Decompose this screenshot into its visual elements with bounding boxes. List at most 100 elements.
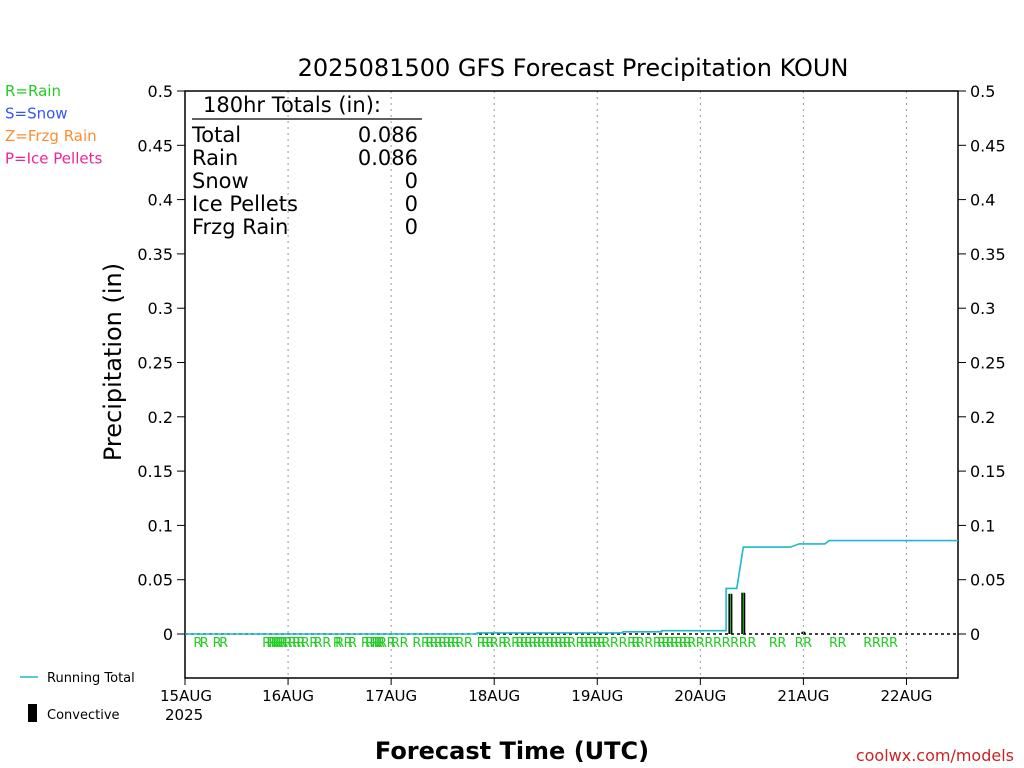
precip-type-marker: R <box>515 636 524 651</box>
totals-label: Total <box>191 123 241 147</box>
y-tick-label-right: 0.35 <box>970 245 1006 264</box>
precip-type-legend: R=Rain S=Snow Z=Frzg Rain P=Ice Pellets <box>5 82 102 168</box>
totals-value: 0 <box>405 215 418 239</box>
precip-type-marker: R <box>546 636 555 651</box>
precip-type-marker: R <box>619 636 628 651</box>
precip-type-marker: R <box>554 636 563 651</box>
y-tick-label-right: 0.2 <box>970 408 995 427</box>
precip-type-marker: R <box>213 636 222 651</box>
precip-type-marker: R <box>597 636 606 651</box>
totals-value: 0 <box>405 169 418 193</box>
precip-type-marker: R <box>657 636 666 651</box>
totals-value: 0.086 <box>358 123 418 147</box>
x-tick-year: 2025 <box>165 706 203 724</box>
precip-type-marker: R <box>627 636 636 651</box>
precip-type-marker: R <box>421 636 430 651</box>
precip-type-marker: R <box>284 636 293 651</box>
y-tick-label-right: 0.45 <box>970 136 1006 155</box>
totals-label: Ice Pellets <box>192 192 298 216</box>
precip-type-marker: R <box>279 636 288 651</box>
precip-type-marker: R <box>644 636 653 651</box>
series-legend: Running Total Convective <box>20 671 135 723</box>
grid-lines <box>185 91 958 678</box>
y-tick-label-left: 0.05 <box>137 571 173 590</box>
precip-type-marker: R <box>335 636 344 651</box>
x-tick-label: 18AUG <box>468 687 520 705</box>
totals-box: 180hr Totals (in): Total 0.086 Rain 0.086 Sno… <box>191 93 422 239</box>
precip-type-marker: R <box>661 636 670 651</box>
precip-type-marker: R <box>653 636 662 651</box>
precip-type-marker: R <box>314 636 323 651</box>
x-tick-label: 16AUG <box>262 687 314 705</box>
y-tick-label-left: 0.5 <box>148 82 173 101</box>
legend-label: Convective <box>47 708 120 723</box>
precip-type-marker: R <box>593 636 602 651</box>
precip-type-marker: R <box>747 636 756 651</box>
plot-frame <box>184 90 959 679</box>
x-tick-label: 20AUG <box>674 687 726 705</box>
precip-type-marker: R <box>880 636 889 651</box>
credit-text: coolwx.com/models <box>856 746 1014 765</box>
precip-type-marker: R <box>872 636 881 651</box>
precip-type-marker: R <box>670 636 679 651</box>
precip-type-marker: R <box>412 636 421 651</box>
precip-type-marker: R <box>503 636 512 651</box>
y-tick-label-right: 0.1 <box>970 516 995 535</box>
precip-type-marker: R <box>580 636 589 651</box>
precip-type-marker: R <box>610 636 619 651</box>
precip-type-marker: R <box>666 636 675 651</box>
totals-label: Snow <box>192 169 249 193</box>
precip-type-marker: R <box>442 636 451 651</box>
y-tick-label-left: 0.25 <box>137 354 173 373</box>
legend-item-ice-pellets: P=Ice Pellets <box>5 150 102 168</box>
legend-item-snow: S=Snow <box>5 105 68 123</box>
precip-type-marker: R <box>838 636 847 651</box>
precip-type-marker: R <box>683 636 692 651</box>
precip-type-marker: R <box>490 636 499 651</box>
precip-type-marker: R <box>829 636 838 651</box>
precip-type-marker: R <box>541 636 550 651</box>
precip-type-marker: R <box>455 636 464 651</box>
convective-bars <box>728 592 806 634</box>
y-tick-label-right: 0.15 <box>970 462 1006 481</box>
precip-type-marker: R <box>193 636 202 651</box>
legend-bar-swatch <box>28 704 37 722</box>
precip-type-marker: R <box>309 636 318 651</box>
precip-type-marker: R <box>863 636 872 651</box>
precip-type-marker: R <box>399 636 408 651</box>
precip-type-marker: R <box>777 636 786 651</box>
precip-type-marker: R <box>322 636 331 651</box>
totals-label: Frzg Rain <box>192 215 288 239</box>
legend-label: Running Total <box>47 671 135 686</box>
precip-type-marker: R <box>730 636 739 651</box>
precip-type-marker: R <box>679 636 688 651</box>
y-tick-label-right: 0 <box>970 625 980 644</box>
precip-type-marker: R <box>631 636 640 651</box>
y-axis-right: 0 0.05 0.1 0.15 0.2 0.25 0.3 0.35 0.4 0.45 0.5 <box>958 82 1006 644</box>
precip-type-marker: R <box>567 636 576 651</box>
precip-type-marker: R <box>361 636 370 651</box>
precip-type-marker: R <box>511 636 520 651</box>
precip-type-marker: R <box>485 636 494 651</box>
precip-type-marker: R <box>687 636 696 651</box>
precip-type-marker: R <box>288 636 297 651</box>
precip-type-marker: R <box>376 636 385 651</box>
totals-value: 0.086 <box>358 146 418 170</box>
x-tick-label: 15AUG <box>160 687 212 705</box>
totals-header: 180hr Totals (in): <box>203 93 381 117</box>
precip-type-marker: R <box>674 636 683 651</box>
precip-type-marker: R <box>277 636 286 651</box>
precip-type-marker: R <box>425 636 434 651</box>
precip-type-marker: R <box>430 636 439 651</box>
precip-type-marker: R <box>576 636 585 651</box>
precip-type-marker: R <box>372 636 381 651</box>
precip-type-marker: R <box>498 636 507 651</box>
running-total-line <box>185 539 958 635</box>
x-tick-label: 22AUG <box>880 687 932 705</box>
precip-type-marker: R <box>369 636 378 651</box>
precip-type-marker: R <box>584 636 593 651</box>
precip-type-marker: R <box>292 636 301 651</box>
precip-type-marker: R <box>795 636 804 651</box>
legend-item-rain: R=Rain <box>5 82 61 100</box>
